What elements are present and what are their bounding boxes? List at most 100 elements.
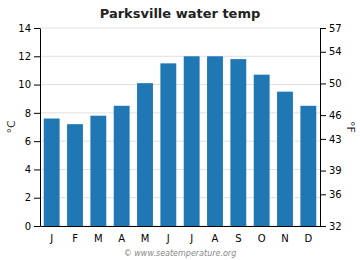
bar (277, 92, 293, 226)
y-tick: 4 (25, 164, 40, 175)
x-tick-label: J (189, 233, 193, 244)
bar (254, 75, 270, 226)
x-axis: JFMAMJJASOND (41, 227, 321, 245)
tick-mark (34, 226, 40, 227)
y-axis-label: °C (5, 120, 18, 134)
title: Parksville water temp (100, 6, 261, 21)
y2-tick: 46 (320, 110, 342, 121)
annotation: © www.seatemperature.org (124, 249, 236, 258)
bar (207, 56, 223, 226)
y-tick: 12 (18, 51, 40, 62)
y2-tick: 57 (320, 23, 342, 34)
x-tick-label: F (72, 233, 78, 244)
grid-line (40, 84, 320, 85)
x-tick: J (49, 233, 53, 244)
x-tick-label: J (49, 233, 53, 244)
tick-mark (320, 28, 326, 29)
y-tick-label: 14 (18, 23, 31, 34)
bar (137, 83, 153, 226)
tick-mark (34, 141, 40, 142)
y2-tick: 32 (320, 221, 342, 232)
x-tick: D (304, 233, 312, 244)
y-tick-label: 4 (25, 164, 31, 175)
y2-tick-label: 36 (329, 189, 342, 200)
axis-domain (40, 29, 41, 227)
y-tick-label: 6 (25, 136, 31, 147)
y2-tick: 39 (320, 165, 342, 176)
y2-axis-label: °F (344, 121, 357, 133)
tick-mark (34, 56, 40, 57)
y2-tick-label: 50 (329, 78, 342, 89)
x-tick: A (118, 233, 125, 244)
tick-mark (320, 226, 326, 227)
tick-mark (320, 115, 326, 116)
bar (230, 59, 246, 226)
tick-mark (320, 194, 326, 195)
y2-tick-label: 57 (329, 23, 342, 34)
y2-tick: 50 (320, 78, 342, 89)
bar (67, 124, 83, 226)
x-tick-label: J (166, 233, 170, 244)
x-tick: F (72, 233, 78, 244)
y2-tick-label: 46 (329, 110, 342, 121)
x-tick: O (258, 233, 266, 244)
y-tick-label: 10 (18, 79, 31, 90)
x-tick-label: S (235, 233, 241, 244)
chart: JFMAMJJASOND024681012143236394346505457°… (0, 0, 360, 260)
tick-mark (34, 113, 40, 114)
bar (90, 116, 106, 226)
bar (114, 106, 130, 226)
y2-tick: 43 (320, 134, 342, 145)
bars (44, 56, 317, 226)
y2-tick: 54 (320, 46, 342, 57)
x-tick: J (189, 233, 193, 244)
y-tick: 0 (25, 221, 40, 232)
y-tick-label: 8 (25, 108, 31, 119)
bar (184, 56, 200, 226)
grid-line (40, 56, 320, 57)
x-tick-label: D (304, 233, 312, 244)
axis-domain (320, 29, 321, 227)
x-tick-label: M (141, 233, 150, 244)
tick-mark (320, 52, 326, 53)
y2-axis: 32 36 39 43 46 50 54 57 (320, 23, 342, 232)
y2-tick-label: 32 (329, 221, 342, 232)
y2-tick-label: 43 (329, 134, 342, 145)
x-tick: S (235, 233, 241, 244)
y-tick: 14 (18, 23, 40, 34)
x-tick: J (166, 233, 170, 244)
tick-mark (34, 28, 40, 29)
x-tick: A (212, 233, 219, 244)
x-tick-label: A (212, 233, 219, 244)
tick-mark (34, 85, 40, 86)
grid-line (40, 28, 320, 29)
x-tick-label: O (258, 233, 266, 244)
x-tick: N (281, 233, 288, 244)
y-tick-label: 2 (25, 192, 31, 203)
y-tick-label: 12 (18, 51, 31, 62)
y2-tick: 36 (320, 189, 342, 200)
bar (44, 119, 60, 226)
tick-mark (320, 171, 326, 172)
tick-mark (320, 139, 326, 140)
y-tick: 2 (25, 192, 40, 203)
x-tick-label: A (118, 233, 125, 244)
tick-mark (34, 198, 40, 199)
tick-mark (320, 83, 326, 84)
x-tick-label: N (281, 233, 288, 244)
axis-domain (41, 226, 321, 227)
y-tick-label: 0 (25, 221, 31, 232)
tick-mark (34, 169, 40, 170)
x-tick: M (94, 233, 103, 244)
x-tick: M (141, 233, 150, 244)
y-tick: 8 (25, 108, 40, 119)
y-tick: 10 (18, 79, 40, 90)
x-tick-label: M (94, 233, 103, 244)
plot: JFMAMJJASOND024681012143236394346505457 (18, 23, 341, 244)
bar (300, 106, 316, 226)
y2-tick-label: 39 (329, 165, 342, 176)
bar (160, 63, 176, 226)
y2-tick-label: 54 (329, 46, 342, 57)
y-tick: 6 (25, 136, 40, 147)
y-axis: 0 2 4 6 8 10 12 14 (18, 23, 40, 232)
